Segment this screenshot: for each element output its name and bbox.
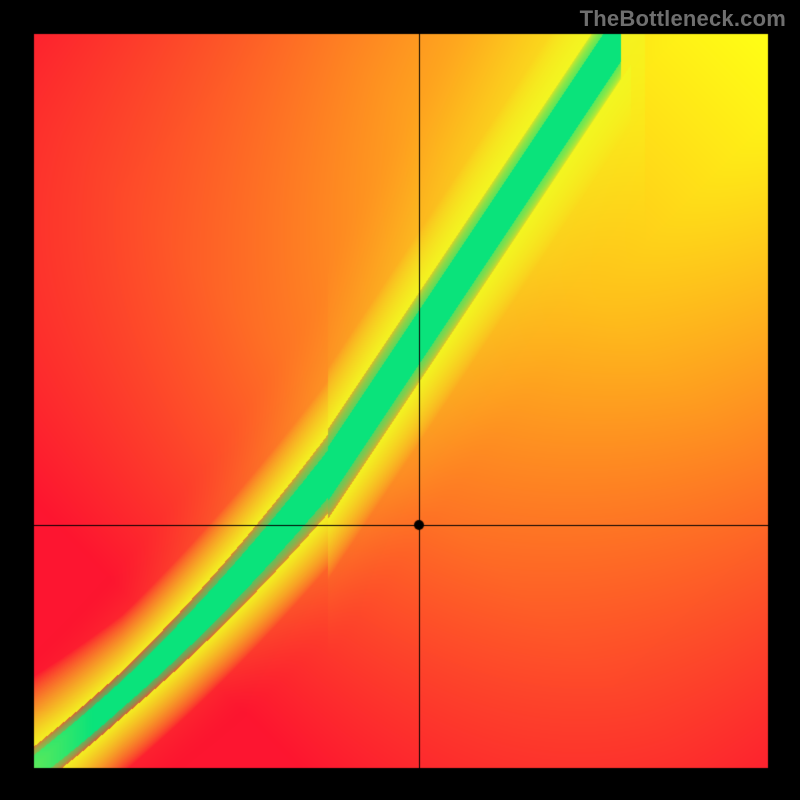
heatmap-canvas xyxy=(0,0,800,800)
attribution-text: TheBottleneck.com xyxy=(580,6,786,32)
chart-root: TheBottleneck.com xyxy=(0,0,800,800)
